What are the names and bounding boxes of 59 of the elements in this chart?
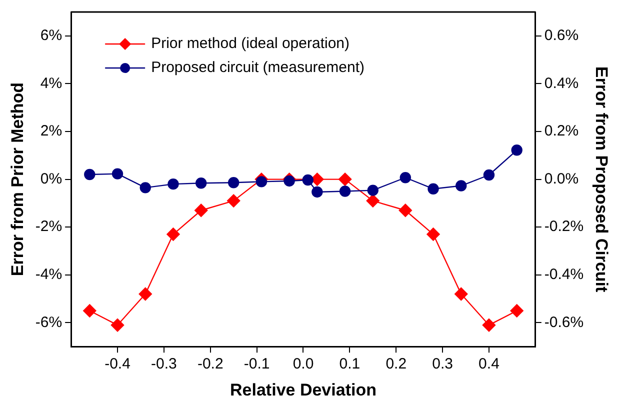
x-tick-label: -0.1 bbox=[244, 356, 270, 373]
point bbox=[83, 304, 96, 318]
point bbox=[483, 169, 495, 181]
point bbox=[228, 177, 240, 188]
point bbox=[138, 287, 152, 301]
y2-tick-label: -0.6% bbox=[544, 314, 584, 331]
x-tick-label: 0.2 bbox=[386, 356, 407, 373]
y-axis-title: Error from Prior Method bbox=[8, 82, 27, 276]
point bbox=[400, 172, 411, 184]
y2-tick-label: -0.4% bbox=[544, 266, 584, 284]
point bbox=[426, 228, 440, 241]
x-tick-label: -0.3 bbox=[151, 356, 177, 373]
y2-tick-label: 0.2% bbox=[544, 122, 579, 140]
point bbox=[454, 287, 468, 301]
point bbox=[194, 204, 208, 217]
point bbox=[310, 172, 324, 186]
point bbox=[140, 182, 151, 194]
point bbox=[312, 186, 323, 198]
point bbox=[511, 144, 522, 156]
y-tick-label: 0% bbox=[40, 170, 62, 188]
y-tick-label: 2% bbox=[40, 122, 62, 140]
point bbox=[256, 176, 268, 188]
point bbox=[284, 175, 295, 187]
point bbox=[456, 180, 467, 192]
point bbox=[112, 168, 124, 180]
point bbox=[168, 178, 179, 190]
point bbox=[482, 318, 496, 332]
x-axis-title: Relative Deviation bbox=[230, 380, 376, 400]
y-tick-label: -6% bbox=[35, 314, 62, 331]
point bbox=[302, 174, 314, 186]
legend-label: Proposed circuit (measurement) bbox=[151, 59, 364, 76]
point bbox=[166, 228, 180, 241]
y2-tick-label: -0.2% bbox=[544, 218, 584, 236]
y-tick-label: -4% bbox=[35, 266, 62, 284]
point bbox=[338, 172, 352, 186]
point bbox=[367, 184, 378, 196]
y-tick-label: 6% bbox=[40, 27, 62, 44]
y2-tick-label: 0.4% bbox=[544, 74, 579, 92]
y2-axis-title: Error from Proposed Circuit bbox=[592, 66, 612, 293]
x-tick-label: -0.4 bbox=[104, 356, 130, 373]
x-tick-label: -0.2 bbox=[197, 356, 224, 373]
x-tick-label: 0.4 bbox=[478, 356, 500, 373]
point bbox=[195, 178, 207, 189]
y-tick-label: 4% bbox=[40, 74, 62, 92]
point bbox=[366, 194, 380, 208]
y2-tick-label: 0.6% bbox=[544, 27, 579, 44]
point bbox=[84, 168, 96, 180]
legend-label: Prior method (ideal operation) bbox=[151, 35, 350, 52]
point bbox=[110, 318, 124, 332]
point bbox=[226, 194, 240, 208]
y-tick-label: -2% bbox=[35, 218, 62, 236]
x-tick-label: 0.0 bbox=[292, 356, 314, 373]
point bbox=[510, 304, 524, 318]
x-tick-label: 0.3 bbox=[432, 356, 453, 373]
x-tick-label: 0.1 bbox=[339, 356, 360, 373]
point bbox=[428, 183, 439, 194]
point bbox=[398, 204, 412, 217]
y2-tick-label: 0.0% bbox=[544, 170, 579, 188]
point bbox=[339, 186, 351, 197]
